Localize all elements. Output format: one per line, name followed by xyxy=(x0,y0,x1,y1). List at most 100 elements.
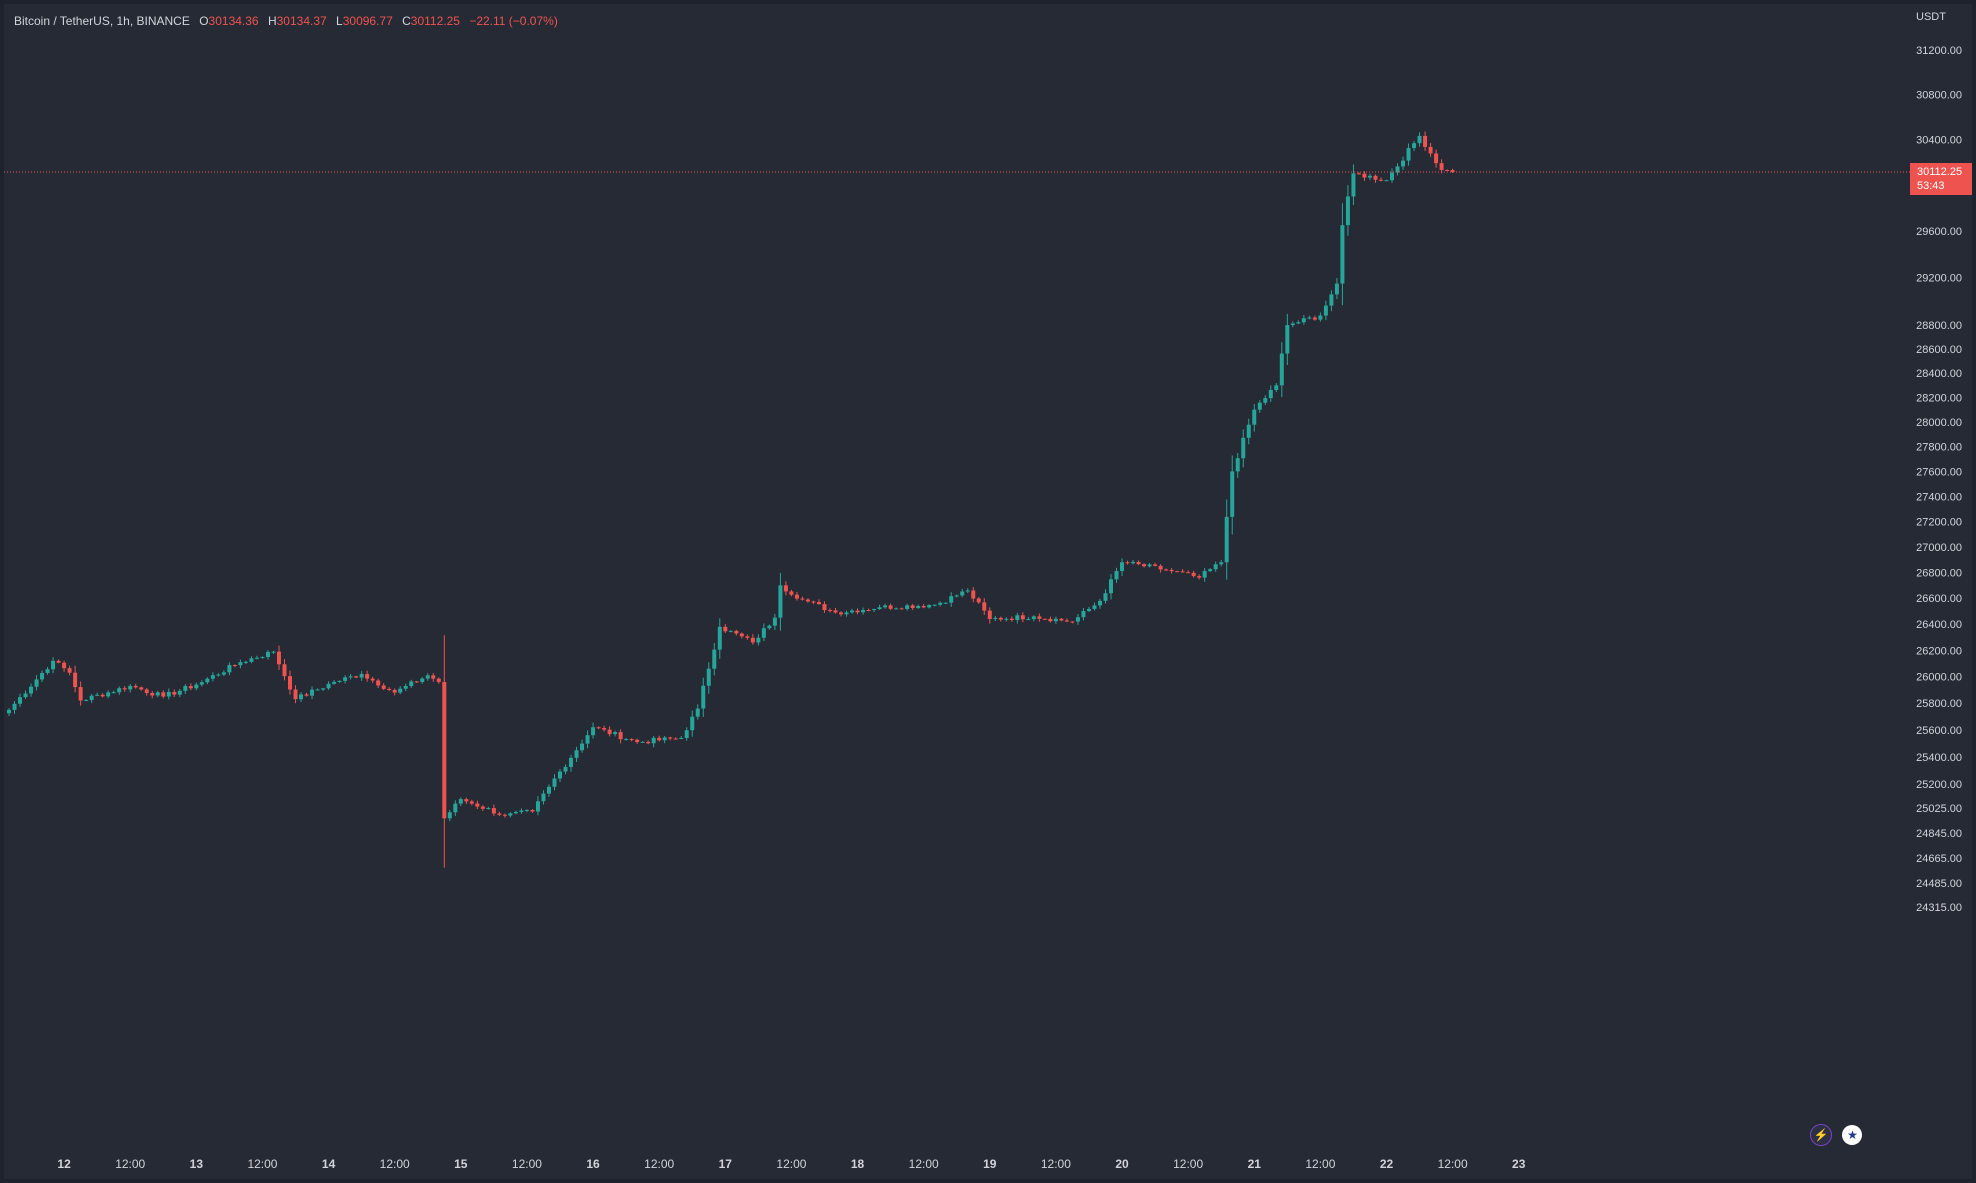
candle-down[interactable] xyxy=(1312,317,1317,320)
candle-up[interactable] xyxy=(1131,561,1136,564)
candle-down[interactable] xyxy=(827,610,832,612)
candle-down[interactable] xyxy=(1450,170,1455,172)
candle-up[interactable] xyxy=(1296,322,1301,324)
candle-down[interactable] xyxy=(1164,569,1169,571)
lightning-icon[interactable]: ⚡ xyxy=(1810,1124,1832,1146)
candle-up[interactable] xyxy=(574,750,579,758)
candle-up[interactable] xyxy=(651,737,656,744)
candle-up[interactable] xyxy=(960,591,965,596)
candle-up[interactable] xyxy=(905,605,910,610)
candle-up[interactable] xyxy=(1334,283,1339,295)
candle-down[interactable] xyxy=(921,606,926,608)
candle-up[interactable] xyxy=(453,803,458,813)
candle-down[interactable] xyxy=(139,687,144,690)
candle-down[interactable] xyxy=(602,728,607,730)
candle-up[interactable] xyxy=(1086,608,1091,612)
candle-up[interactable] xyxy=(613,732,618,735)
candle-up[interactable] xyxy=(40,672,45,680)
candle-up[interactable] xyxy=(778,585,783,618)
candle-down[interactable] xyxy=(816,602,821,605)
candle-up[interactable] xyxy=(1307,317,1312,319)
candle-up[interactable] xyxy=(684,730,689,739)
candle-down[interactable] xyxy=(67,668,72,673)
candle-down[interactable] xyxy=(739,633,744,637)
candle-down[interactable] xyxy=(971,590,976,599)
candle-up[interactable] xyxy=(1208,569,1213,572)
candle-down[interactable] xyxy=(888,605,893,609)
candle-down[interactable] xyxy=(1125,562,1130,564)
candle-down[interactable] xyxy=(354,676,359,678)
candle-up[interactable] xyxy=(95,694,100,696)
candle-up[interactable] xyxy=(1213,564,1218,570)
candle-down[interactable] xyxy=(276,651,281,665)
candle-up[interactable] xyxy=(1224,516,1229,563)
candle-down[interactable] xyxy=(161,692,166,697)
candle-up[interactable] xyxy=(1351,173,1356,197)
candle-down[interactable] xyxy=(144,689,149,694)
candle-up[interactable] xyxy=(772,617,777,626)
candle-down[interactable] xyxy=(976,598,981,603)
candle-up[interactable] xyxy=(580,743,585,751)
candle-down[interactable] xyxy=(987,610,992,619)
candle-down[interactable] xyxy=(530,809,535,812)
candle-down[interactable] xyxy=(839,612,844,615)
candle-down[interactable] xyxy=(370,678,375,681)
candle-down[interactable] xyxy=(1180,571,1185,573)
candle-down[interactable] xyxy=(392,689,397,693)
candle-down[interactable] xyxy=(1197,576,1202,578)
candle-down[interactable] xyxy=(442,681,447,819)
candle-up[interactable] xyxy=(552,778,557,787)
candle-up[interactable] xyxy=(486,808,491,810)
candle-down[interactable] xyxy=(745,636,750,638)
candle-down[interactable] xyxy=(734,630,739,634)
candle-up[interactable] xyxy=(1031,616,1036,620)
candle-down[interactable] xyxy=(899,608,904,610)
candle-up[interactable] xyxy=(569,757,574,767)
candle-down[interactable] xyxy=(1070,621,1075,623)
candle-up[interactable] xyxy=(585,735,590,744)
candle-up[interactable] xyxy=(249,658,254,662)
candle-up[interactable] xyxy=(519,810,524,812)
candle-up[interactable] xyxy=(403,685,408,689)
candle-down[interactable] xyxy=(56,660,61,663)
candle-up[interactable] xyxy=(1318,315,1323,320)
price-axis[interactable]: 31200.00 30800.00 30400.00 29600.00 29200.00… xyxy=(1916,45,1962,914)
candle-up[interactable] xyxy=(662,737,667,741)
candle-up[interactable] xyxy=(558,771,562,779)
candle-up[interactable] xyxy=(640,741,645,743)
candle-up[interactable] xyxy=(359,674,364,678)
candle-up[interactable] xyxy=(1202,571,1207,578)
candle-down[interactable] xyxy=(150,693,155,696)
candle-up[interactable] xyxy=(216,674,221,676)
candle-up[interactable] xyxy=(337,680,342,682)
candle-down[interactable] xyxy=(172,691,177,695)
candle-down[interactable] xyxy=(304,694,309,696)
candle-up[interactable] xyxy=(326,683,331,689)
candle-down[interactable] xyxy=(1009,618,1014,620)
candle-up[interactable] xyxy=(12,703,17,710)
candle-down[interactable] xyxy=(618,732,623,740)
candle-up[interactable] xyxy=(177,690,182,695)
candle-up[interactable] xyxy=(166,691,171,697)
candle-up[interactable] xyxy=(1230,471,1235,517)
candle-down[interactable] xyxy=(657,737,662,741)
candle-down[interactable] xyxy=(464,799,469,802)
candle-up[interactable] xyxy=(1279,353,1284,386)
candle-down[interactable] xyxy=(723,626,728,632)
candle-up[interactable] xyxy=(1384,180,1389,182)
candle-up[interactable] xyxy=(844,612,849,615)
candle-up[interactable] xyxy=(155,692,160,696)
candle-up[interactable] xyxy=(227,665,232,673)
candle-down[interactable] xyxy=(365,674,370,679)
candle-up[interactable] xyxy=(299,694,304,700)
candle-up[interactable] xyxy=(1103,593,1108,601)
candle-up[interactable] xyxy=(508,813,513,816)
candle-down[interactable] xyxy=(1356,173,1361,175)
price-chart[interactable]: 31200.00 30800.00 30400.00 29600.00 29200.00… xyxy=(4,4,1972,1179)
candle-up[interactable] xyxy=(89,695,94,701)
candle-up[interactable] xyxy=(398,688,403,693)
candle-up[interactable] xyxy=(205,678,210,683)
candle-up[interactable] xyxy=(679,738,684,740)
candle-down[interactable] xyxy=(1445,169,1450,171)
candle-up[interactable] xyxy=(894,608,899,610)
